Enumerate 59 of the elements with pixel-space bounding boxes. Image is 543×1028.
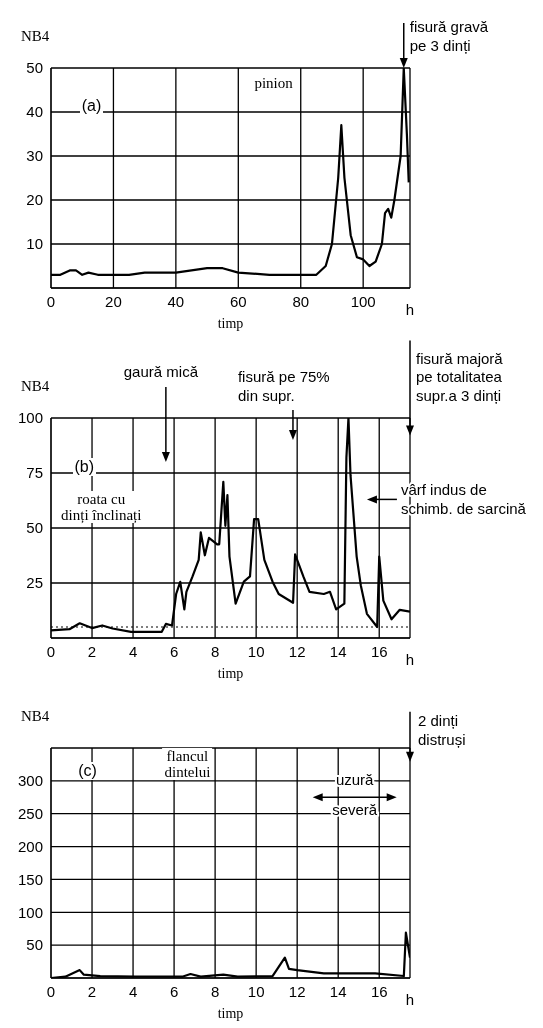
y-tick-label: 50 — [26, 936, 43, 954]
x-tick-label: 0 — [46, 982, 56, 1000]
y-tick-label: 50 — [26, 59, 43, 77]
x-tick-label: 4 — [128, 642, 138, 660]
x-tick-label: 100 — [350, 292, 376, 310]
x-tick-label: 10 — [247, 982, 265, 1000]
y-tick-label: 50 — [26, 519, 43, 537]
y-tick-label: 10 — [26, 235, 43, 253]
text: flancul dintelui — [162, 748, 213, 780]
x-tick-label: 6 — [169, 982, 179, 1000]
x-tick-label: 4 — [128, 982, 138, 1000]
y-tick-label: 30 — [26, 147, 43, 165]
text: (b) — [72, 457, 97, 476]
text: (a) — [79, 96, 104, 115]
x-tick-label: 8 — [210, 642, 220, 660]
x-axis-title: timp — [217, 1006, 244, 1021]
x-tick-label: 40 — [167, 292, 185, 310]
x-tick-label: 8 — [210, 982, 220, 1000]
text: 2 dinți distruși — [418, 711, 466, 748]
y-tick-label: 40 — [26, 103, 43, 121]
x-tick-label: 16 — [370, 982, 388, 1000]
y-tick-label: 100 — [17, 903, 43, 921]
y-tick-label: 150 — [17, 870, 43, 888]
text: (c) — [76, 761, 99, 780]
text: fisură majoră pe totalitatea supr.a 3 dinți — [416, 349, 504, 405]
y-tick-label: 75 — [26, 464, 43, 482]
y-axis-title: NB4 — [21, 28, 50, 45]
y-tick-label: 200 — [17, 837, 43, 855]
text: h — [405, 991, 415, 1008]
text: gaură mică — [123, 363, 199, 380]
x-tick-label: 10 — [247, 642, 265, 660]
y-tick-label: 25 — [26, 574, 43, 592]
annotation: fisură gravă pe 3 dinți — [409, 18, 489, 54]
y-tick-label: 300 — [17, 772, 43, 790]
x-tick-label: 2 — [87, 982, 97, 1000]
x-axis-title: timp — [217, 316, 244, 331]
y-tick-label: 100 — [17, 409, 43, 427]
x-tick-label: 16 — [370, 642, 388, 660]
text: roata cu dinți înclinați — [59, 490, 144, 523]
x-tick-label: 12 — [288, 982, 306, 1000]
x-tick-label: 0 — [46, 642, 56, 660]
x-tick-label: 20 — [105, 292, 122, 310]
y-tick-label: 250 — [17, 805, 43, 823]
chart-subtitle: pinion — [252, 74, 295, 91]
y-axis-title: NB4 — [21, 708, 50, 725]
x-tick-label: 14 — [329, 642, 347, 660]
text: h — [405, 651, 415, 668]
x-tick-label: 6 — [169, 642, 179, 660]
x-tick-label: 2 — [87, 642, 97, 660]
x-tick-label: 14 — [329, 982, 347, 1000]
y-tick-label: 20 — [26, 191, 43, 209]
x-tick-label: 80 — [292, 292, 310, 310]
x-tick-label: 0 — [46, 292, 56, 310]
text: fisură pe 75% din supr. — [237, 368, 330, 404]
x-axis-title: timp — [217, 666, 244, 681]
y-axis-title: NB4 — [21, 378, 50, 395]
x-tick-label: 12 — [288, 642, 306, 660]
text: h — [405, 301, 415, 318]
x-tick-label: 60 — [229, 292, 247, 310]
